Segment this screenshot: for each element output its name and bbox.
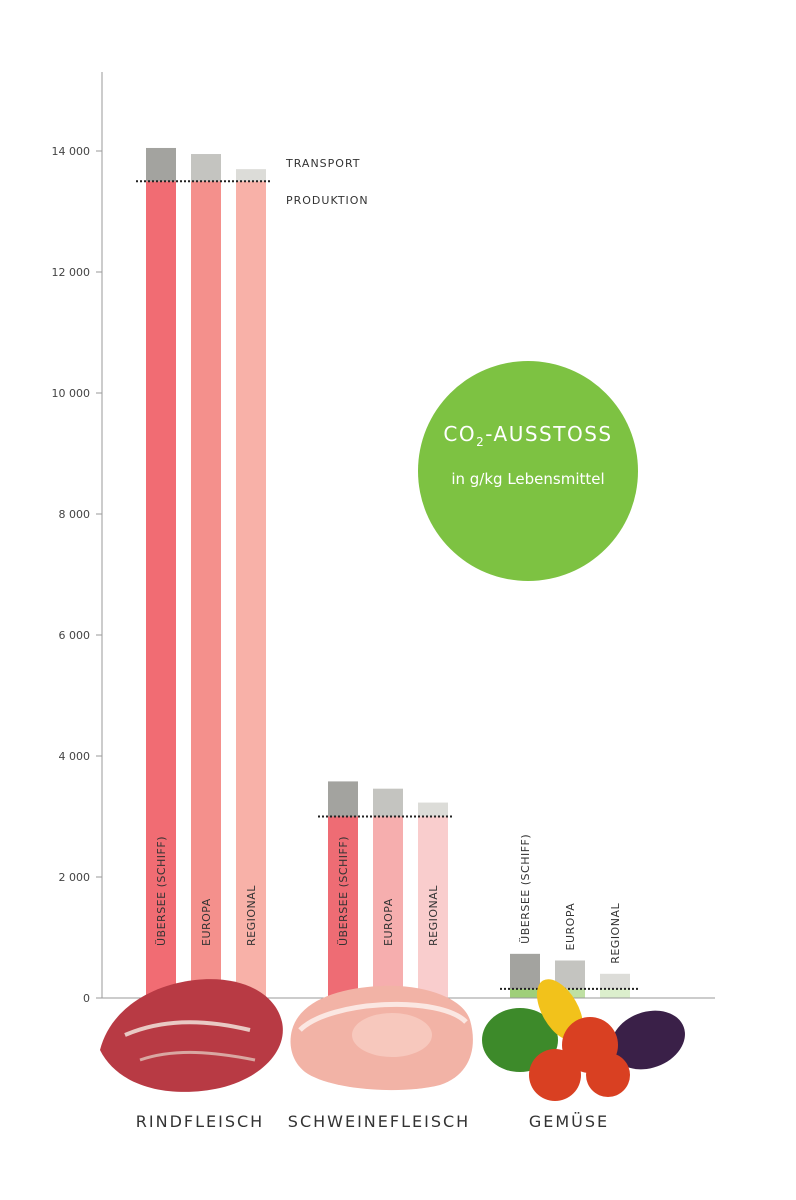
category-label: GEMÜSE — [529, 1112, 609, 1131]
legend-produktion: PRODUKTION — [286, 194, 369, 207]
y-tick-label: 12 000 — [52, 266, 91, 279]
bar-label: REGIONAL — [245, 885, 258, 946]
bar-produktion — [600, 988, 630, 998]
y-tick-label: 2 000 — [59, 871, 91, 884]
y-axis: 0 2 000 4 000 6 000 8 000 10 000 12 000 14 000 — [52, 72, 103, 1005]
bar-transport — [146, 147, 176, 182]
category-label: SCHWEINEFLEISCH — [288, 1112, 470, 1131]
legend-transport: TRANSPORT — [285, 157, 361, 170]
beef-image — [100, 979, 283, 1092]
title-bubble-circle — [418, 361, 638, 581]
y-tick-label: 8 000 — [59, 508, 91, 521]
category-label: RINDFLEISCH — [136, 1112, 264, 1131]
bar-transport — [191, 154, 221, 182]
bar-produktion — [328, 816, 358, 998]
bar-transport — [373, 788, 403, 817]
chart-subtitle: in g/kg Lebensmittel — [451, 470, 604, 488]
title-bubble: CO2-AUSSTOSS in g/kg Lebensmittel — [418, 361, 638, 581]
bars: ÜBERSEE (SCHIFF) EUROPA REGIONAL ÜBERSEE (S… — [146, 147, 630, 998]
bar-group: ÜBERSEE (SCHIFF) EUROPA REGIONAL — [510, 834, 630, 998]
bar-label: REGIONAL — [609, 903, 622, 964]
bar-label: ÜBERSEE (SCHIFF) — [337, 836, 350, 946]
bar-label: ÜBERSEE (SCHIFF) — [519, 834, 532, 944]
bar-transport — [600, 973, 630, 989]
y-tick-label: 0 — [83, 992, 90, 1005]
y-tick-label: 4 000 — [59, 750, 91, 763]
y-tick-label: 6 000 — [59, 629, 91, 642]
bar-produktion — [146, 181, 176, 998]
vegetables-image — [482, 979, 685, 1101]
bar-produktion — [373, 816, 403, 998]
bar-produktion — [191, 181, 221, 998]
pork-image — [290, 985, 473, 1091]
bar-label: EUROPA — [564, 903, 577, 951]
bar-transport — [418, 802, 448, 817]
bar-label: EUROPA — [382, 898, 395, 946]
bar-transport — [328, 781, 358, 817]
bar-transport — [236, 169, 266, 182]
x-axis: RINDFLEISCH SCHWEINEFLEISCH GEMÜSE — [102, 997, 715, 1131]
chart-title: CO2-AUSSTOSS — [443, 422, 612, 449]
bar-produktion — [510, 988, 540, 998]
bar-label: ÜBERSEE (SCHIFF) — [155, 836, 168, 946]
bar-produktion — [236, 181, 266, 998]
bar-label: REGIONAL — [427, 885, 440, 946]
bar-group: ÜBERSEE (SCHIFF) EUROPA REGIONAL — [328, 781, 448, 998]
bar-label: EUROPA — [200, 898, 213, 946]
bar-transport — [510, 953, 540, 989]
y-tick-label: 14 000 — [52, 145, 91, 158]
bar-group: ÜBERSEE (SCHIFF) EUROPA REGIONAL — [146, 147, 266, 998]
y-tick-label: 10 000 — [52, 387, 91, 400]
bar-produktion — [418, 816, 448, 998]
production-reference-lines — [136, 180, 640, 990]
